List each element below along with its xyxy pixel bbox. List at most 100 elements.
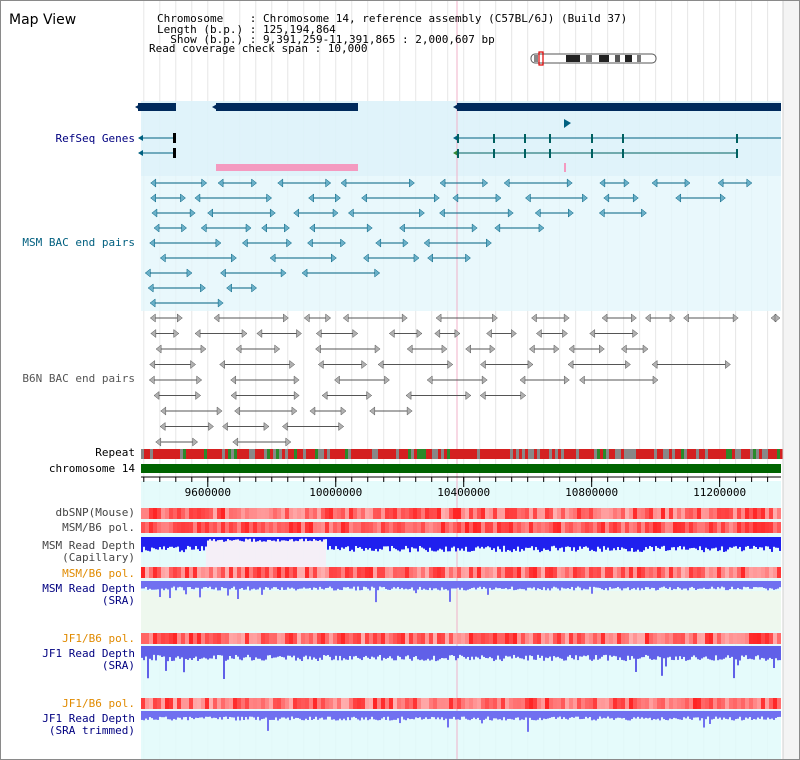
strip-cell [169, 522, 173, 533]
depth-bar [537, 711, 539, 720]
depth-bar [707, 581, 709, 590]
depth-bar [775, 581, 777, 590]
chromosome-bar[interactable] [141, 464, 781, 473]
depth-bar [539, 646, 541, 658]
clone-end-arrow [563, 375, 570, 385]
depth-bar [505, 537, 507, 552]
strip-cell [541, 698, 545, 709]
depth-bar [671, 537, 673, 548]
strip-cell [329, 522, 333, 533]
strip-cell [629, 698, 633, 709]
repeat-segment [387, 449, 390, 459]
depth-bar [145, 646, 147, 657]
strip-cell [429, 633, 433, 644]
depth-bar [691, 581, 693, 587]
label-msm-pol-2[interactable]: MSM/B6 pol. [62, 567, 135, 580]
strip-cell [285, 567, 289, 578]
depth-bar [231, 646, 233, 659]
exon-mark [493, 134, 495, 143]
label-jf1-depth-trimmed-sub[interactable]: (SRA trimmed) [49, 724, 135, 737]
strip-cell [213, 698, 217, 709]
msm-depth-sra-track[interactable] [141, 581, 781, 603]
gene-bar[interactable] [457, 103, 781, 111]
strip-cell [265, 508, 269, 519]
strip-cell [629, 508, 633, 519]
jf1-depth-trimmed-track[interactable] [141, 711, 781, 732]
label-msm-bac[interactable]: MSM BAC end pairs [22, 236, 135, 249]
b6n-bac-track[interactable] [148, 313, 781, 447]
strip-cell [561, 698, 565, 709]
depth-bar [637, 646, 639, 659]
label-repeat[interactable]: Repeat [95, 446, 135, 459]
strip-cell [261, 698, 265, 709]
strip-cell [745, 522, 749, 533]
refseq-genes-track[interactable] [135, 103, 781, 172]
repeat-track[interactable] [141, 449, 783, 459]
label-msm-depth-capillary-sub[interactable]: (Capillary) [62, 551, 135, 564]
label-msm-depth-capillary[interactable]: MSM Read Depth [42, 539, 135, 552]
label-jf1-depth-trimmed[interactable]: JF1 Read Depth [42, 712, 135, 725]
depth-bar [347, 646, 349, 660]
depth-bar [515, 537, 517, 551]
strip-cell [533, 633, 537, 644]
jf1-depth-sra-track[interactable] [141, 646, 781, 679]
repeat-segment [150, 449, 153, 459]
depth-bar [613, 711, 615, 720]
strip-cell [477, 522, 481, 533]
label-jf1-pol[interactable]: JF1/B6 pol. [62, 632, 135, 645]
clone-end-arrow [631, 313, 637, 323]
strip-cell [653, 698, 657, 709]
repeat-segment [393, 449, 396, 459]
depth-bar [375, 537, 377, 549]
label-refseq-genes[interactable]: RefSeq Genes [56, 132, 135, 145]
depth-bar [261, 537, 263, 542]
label-msm-depth-sra-sub[interactable]: (SRA) [102, 594, 135, 607]
label-b6n-bac[interactable]: B6N BAC end pairs [22, 372, 135, 385]
depth-bar [271, 711, 273, 720]
depth-bar [715, 711, 717, 717]
depth-bar [343, 646, 345, 659]
repeat-segment [765, 449, 768, 459]
strip-cell [201, 522, 205, 533]
label-jf1-depth-sra[interactable]: JF1 Read Depth [42, 647, 135, 660]
label-chromosome[interactable]: chromosome 14 [49, 462, 135, 475]
msm-depth-capillary-track[interactable] [141, 537, 781, 553]
chromosome-ideogram[interactable] [530, 51, 657, 66]
depth-bar [183, 711, 185, 718]
strip-cell [753, 698, 757, 709]
vertical-scrollbar[interactable] [783, 1, 799, 759]
depth-bar [651, 581, 653, 588]
clone-end-arrow [160, 406, 167, 416]
gene-bar[interactable] [138, 103, 176, 111]
label-msm-pol[interactable]: MSM/B6 pol. [62, 521, 135, 534]
depth-bar [397, 711, 399, 719]
gene-bar[interactable] [216, 103, 358, 111]
clone-end-arrow [213, 313, 220, 323]
clone-end-arrow [369, 406, 376, 416]
depth-bar [581, 537, 583, 549]
highlight-region[interactable] [216, 164, 358, 171]
strip-cell [325, 633, 329, 644]
label-dbsnp[interactable]: dbSNP(Mouse) [56, 506, 135, 519]
strip-cell [241, 633, 245, 644]
clone-end-arrow [241, 328, 248, 339]
dbsnp-track[interactable] [141, 508, 781, 519]
jf1-pol-track[interactable] [141, 633, 781, 644]
strip-cell [693, 522, 697, 533]
depth-bar [185, 537, 187, 550]
jf1-pol-track-2[interactable] [141, 698, 781, 709]
msm-bac-track[interactable] [144, 178, 753, 308]
label-msm-depth-sra[interactable]: MSM Read Depth [42, 582, 135, 595]
label-jf1-pol-2[interactable]: JF1/B6 pol. [62, 697, 135, 710]
clone-end-arrow [274, 344, 281, 354]
msm-pol-track-2[interactable] [141, 567, 781, 578]
msm-pol-track[interactable] [141, 522, 781, 533]
label-jf1-depth-sra-sub[interactable]: (SRA) [102, 659, 135, 672]
repeat-segment [498, 449, 501, 459]
strip-cell [385, 522, 389, 533]
depth-bar [613, 581, 615, 589]
strip-cell [261, 522, 265, 533]
strip-cell [549, 522, 553, 533]
depth-bar [297, 711, 299, 718]
